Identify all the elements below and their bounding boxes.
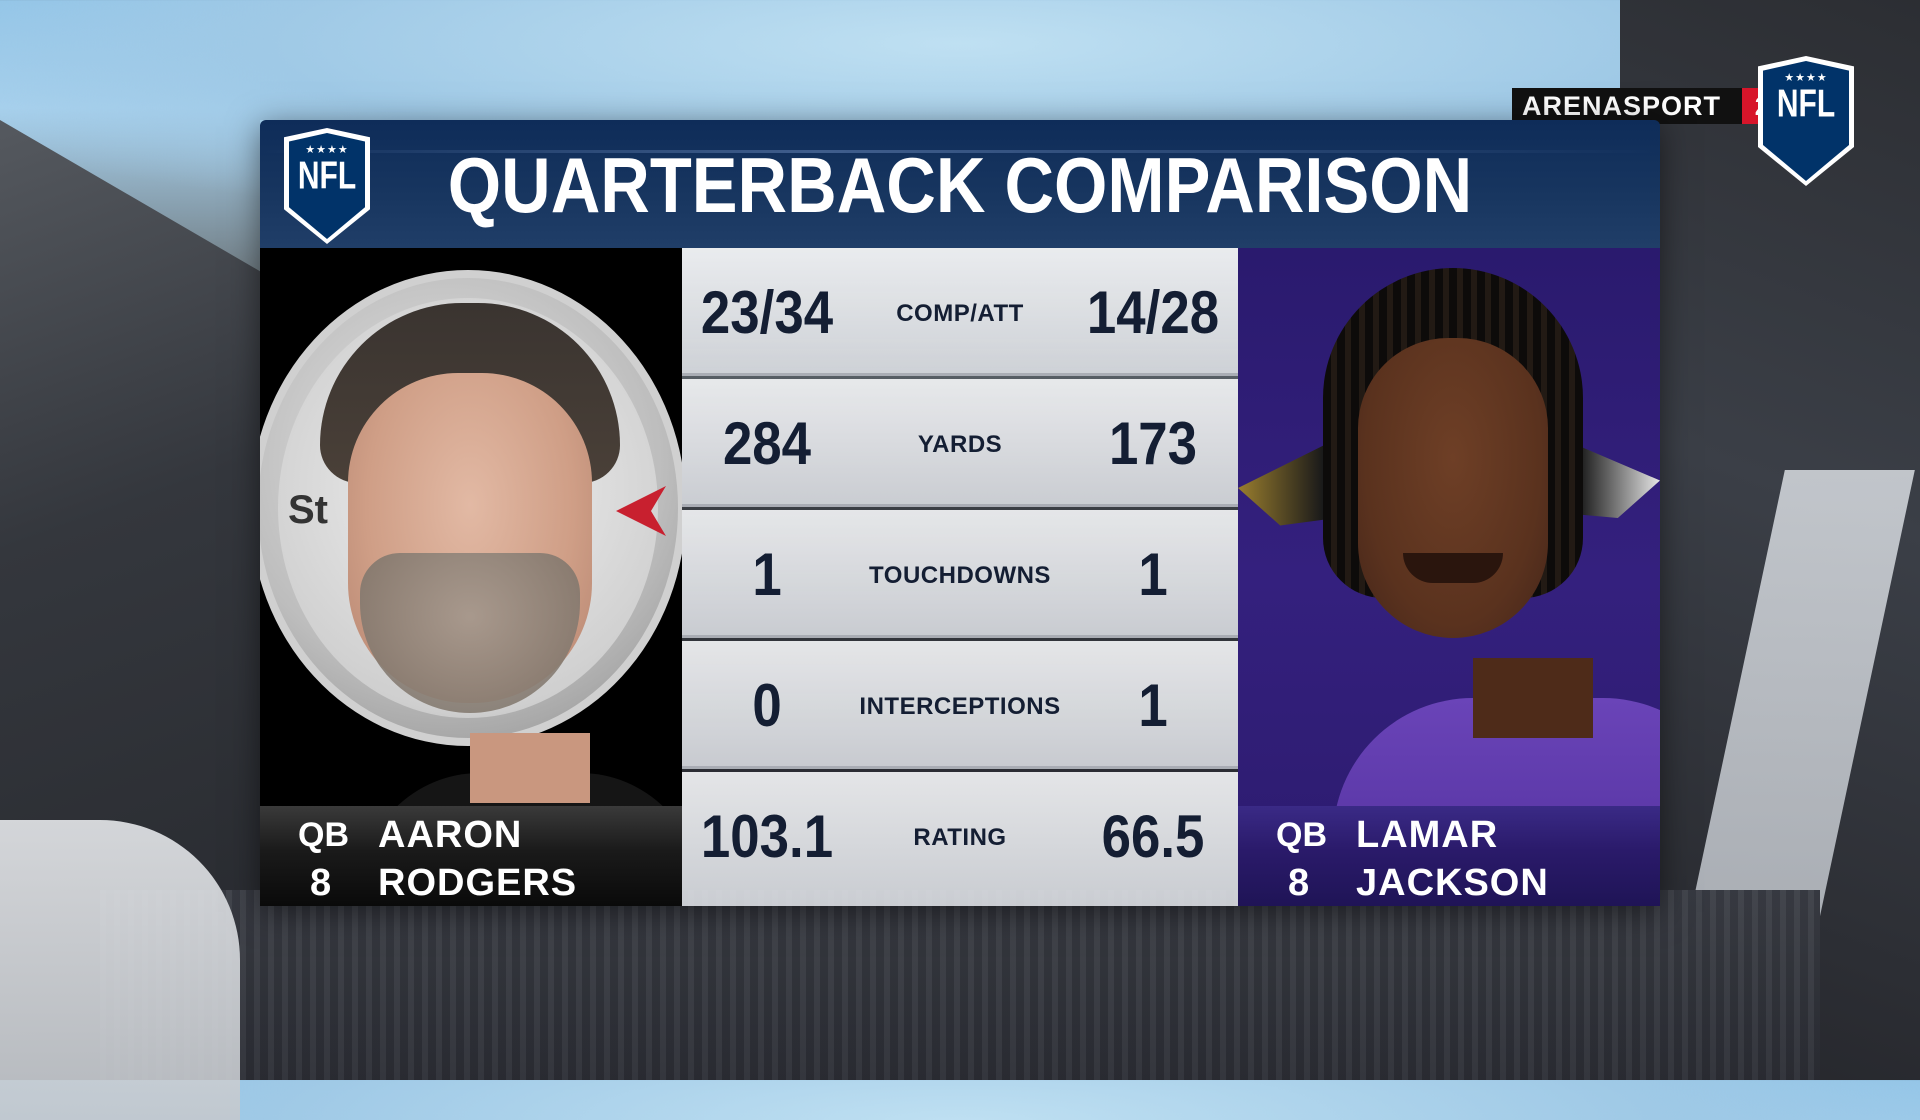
quarterback-comparison-panel: QUARTERBACK COMPARISON St QB 8 AARON ROD… — [260, 120, 1660, 906]
stat-value-right: 1 — [1138, 541, 1168, 608]
player-number: 8 — [1288, 862, 1310, 904]
player-card-right: QB 8 LAMAR JACKSON — [1238, 248, 1660, 906]
stat-row-interceptions: 0 INTERCEPTIONS 1 — [682, 641, 1238, 769]
player-photo-left: St — [260, 248, 682, 893]
player-first-name: LAMAR — [1356, 814, 1499, 856]
stat-value-left: 1 — [752, 541, 782, 608]
stadium-crowd — [100, 890, 1820, 1080]
stat-row-yards: 284 YARDS 173 — [682, 379, 1238, 507]
stat-value-right: 1 — [1138, 672, 1168, 739]
player-last-name: JACKSON — [1356, 862, 1549, 904]
panel-title: QUARTERBACK COMPARISON — [447, 141, 1473, 229]
player-position: QB — [1276, 816, 1327, 854]
stat-value-right: 173 — [1108, 410, 1198, 477]
stat-label: RATING — [913, 824, 1007, 851]
player-headshot-left — [320, 303, 682, 893]
stat-value-right: 14/28 — [1086, 279, 1220, 346]
player-card-left: St QB 8 AARON RODGERS — [260, 248, 682, 906]
stat-value-right: 66.5 — [1101, 803, 1205, 870]
stat-row-comp-att: 23/34 COMP/ATT 14/28 — [682, 248, 1238, 376]
nfl-logo-text: NFL — [297, 154, 357, 198]
stadium-left-railing — [0, 820, 240, 1120]
player-number: 8 — [310, 862, 332, 904]
stat-row-touchdowns: 1 TOUCHDOWNS 1 — [682, 510, 1238, 638]
stat-label: TOUCHDOWNS — [869, 562, 1051, 589]
stat-value-left: 23/34 — [700, 279, 834, 346]
stat-label: COMP/ATT — [896, 300, 1024, 327]
player-first-name: AARON — [378, 814, 523, 856]
stat-value-left: 284 — [722, 410, 812, 477]
stat-value-left: 103.1 — [700, 803, 834, 870]
stat-row-rating: 103.1 RATING 66.5 — [682, 772, 1238, 906]
stats-table: 23/34 COMP/ATT 14/28 284 YARDS 173 1 TOU… — [682, 248, 1238, 906]
nfl-logo-text: NFL — [1776, 82, 1836, 126]
player-last-name: RODGERS — [378, 862, 578, 904]
panel-header: QUARTERBACK COMPARISON — [260, 120, 1660, 248]
shield-stars-icon: ★★★★ — [305, 143, 349, 156]
nameplate-left: QB 8 AARON RODGERS — [260, 806, 682, 906]
player-photo-right — [1238, 248, 1660, 838]
player-position: QB — [298, 816, 349, 854]
network-bug: ARENASPORT 2 — [1512, 88, 1782, 124]
network-name: ARENASPORT — [1522, 90, 1722, 121]
shield-stars-icon: ★★★★ — [1784, 71, 1828, 84]
player-headshot-right — [1323, 268, 1660, 838]
stat-label: INTERCEPTIONS — [859, 693, 1061, 720]
stat-label: YARDS — [917, 431, 1003, 458]
nameplate-right: QB 8 LAMAR JACKSON — [1238, 806, 1660, 906]
stat-value-left: 0 — [752, 672, 782, 739]
